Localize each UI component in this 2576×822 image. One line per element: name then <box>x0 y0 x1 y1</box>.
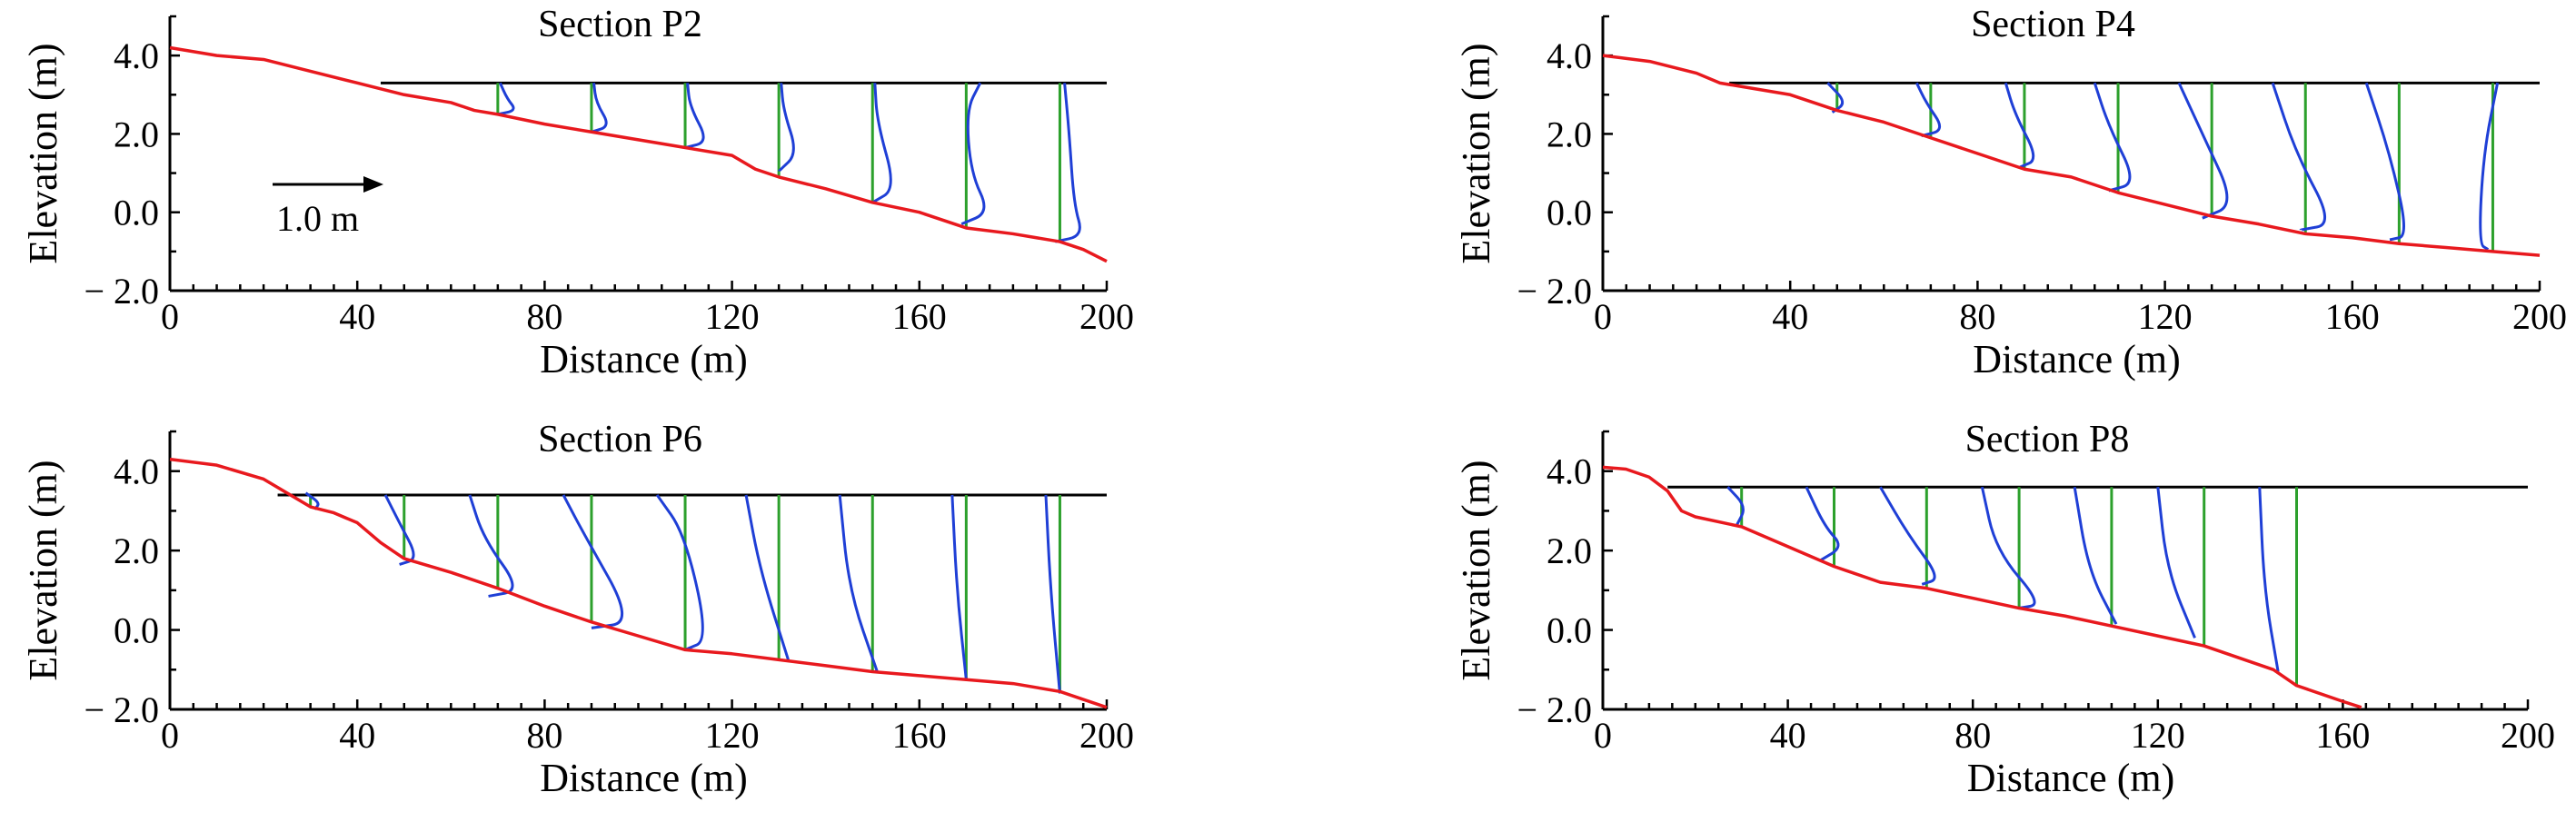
x-tick-label: 200 <box>2512 296 2567 337</box>
velocity-profile <box>1726 486 1745 526</box>
y-tick-label: 0.0 <box>114 610 159 651</box>
velocity-profile <box>1980 486 2036 610</box>
velocity-profile <box>2093 82 2132 193</box>
panel-title: Section P6 <box>538 419 702 461</box>
x-tick-label: 120 <box>2131 715 2185 756</box>
x-tick-label: 80 <box>526 296 562 337</box>
x-tick-label: 200 <box>2501 715 2555 756</box>
chart-panel-2: 0 40 80 120 160 200 − 2.0 0.0 2.0 4.0 Distance (m)… <box>1454 4 2567 381</box>
y-axis-title: Elevation (m) <box>1454 460 1498 680</box>
x-tick-label: 120 <box>705 715 760 756</box>
x-tick-label: 80 <box>526 715 562 756</box>
x-axis-title: Distance (m) <box>540 756 747 800</box>
x-tick-label: 120 <box>705 296 760 337</box>
y-tick-label: 2.0 <box>1547 114 1592 154</box>
velocity-profile <box>497 82 515 116</box>
y-tick-label: 2.0 <box>114 530 159 571</box>
velocity-profile <box>950 494 968 680</box>
y-tick-label: 0.0 <box>114 193 159 233</box>
y-tick-label: 2.0 <box>114 114 159 154</box>
panel-title: Section P4 <box>1971 4 2135 45</box>
y-tick-label: 4.0 <box>1547 451 1592 492</box>
velocity-profile <box>2004 82 2035 169</box>
x-tick-label: 0 <box>161 715 179 756</box>
y-tick-label: − 2.0 <box>1517 689 1592 730</box>
bed-profile-line <box>169 45 1108 263</box>
velocity-profile <box>2258 487 2280 673</box>
x-tick-label: 200 <box>1079 715 1134 756</box>
bed-profile-line <box>169 457 1108 709</box>
x-tick-label: 200 <box>1079 296 1134 337</box>
velocity-profile <box>838 494 879 672</box>
x-tick-label: 0 <box>1594 296 1612 337</box>
velocity-profile <box>2073 486 2118 625</box>
y-tick-label: 4.0 <box>114 35 159 76</box>
x-tick-label: 0 <box>1594 715 1612 756</box>
bed-profile-line <box>1602 465 2362 709</box>
x-tick-label: 40 <box>339 715 375 756</box>
y-tick-label: − 2.0 <box>1517 271 1592 312</box>
y-tick-label: 2.0 <box>1547 530 1592 571</box>
velocity-profile <box>1805 486 1840 562</box>
velocity-profile <box>1915 82 1942 138</box>
x-axis-title: Distance (m) <box>540 337 747 381</box>
velocity-profile <box>1044 494 1061 694</box>
velocity-profile <box>383 494 415 566</box>
x-tick-label: 160 <box>892 296 947 337</box>
chart-panel-4: 0 40 80 120 160 200 − 2.0 0.0 2.0 4.0 Distance (m)… <box>1454 419 2555 800</box>
y-tick-label: 0.0 <box>1547 610 1592 651</box>
velocity-profile <box>2177 82 2229 220</box>
velocity-profile <box>744 494 790 660</box>
velocity-profile <box>2271 82 2327 232</box>
velocity-profile <box>871 83 892 204</box>
y-tick-label: − 2.0 <box>84 689 159 730</box>
x-tick-label: 80 <box>1959 296 1995 337</box>
x-tick-label: 40 <box>339 296 375 337</box>
panel-title: Section P2 <box>538 4 702 45</box>
y-tick-label: 0.0 <box>1547 193 1592 233</box>
x-axis-title: Distance (m) <box>1967 756 2174 800</box>
x-tick-label: 160 <box>2325 296 2380 337</box>
x-tick-label: 160 <box>2315 715 2370 756</box>
scale-arrow-head <box>363 176 383 193</box>
x-tick-label: 120 <box>2138 296 2193 337</box>
velocity-profile <box>1879 486 1936 586</box>
velocity-profile <box>1826 82 1845 114</box>
velocity-profile <box>655 494 704 651</box>
y-tick-label: 4.0 <box>114 451 159 492</box>
bed-profile-line <box>1602 54 2541 257</box>
velocity-profile <box>960 82 986 226</box>
x-axis-title: Distance (m) <box>1973 337 2180 381</box>
velocity-profile <box>2364 82 2406 242</box>
velocity-profile <box>1054 83 1081 243</box>
chart-panel-1: 0 40 80 120 160 200 − 2.0 0.0 2.0 4.0 Distance (m)… <box>21 4 1134 381</box>
velocity-profile <box>468 494 514 598</box>
y-axis-title: Elevation (m) <box>1454 43 1498 263</box>
velocity-profile <box>684 83 705 149</box>
scale-label: 1.0 m <box>276 198 359 239</box>
chart-panel-3: 0 40 80 120 160 200 − 2.0 0.0 2.0 4.0 Distance (m)… <box>21 419 1134 800</box>
panel-title: Section P8 <box>1965 419 2130 461</box>
x-tick-label: 160 <box>892 715 947 756</box>
velocity-profile <box>591 83 608 134</box>
x-tick-label: 80 <box>1954 715 1991 756</box>
velocity-profile <box>778 83 795 173</box>
y-tick-label: 4.0 <box>1547 35 1592 76</box>
x-tick-label: 40 <box>1770 715 1806 756</box>
y-axis-title: Elevation (m) <box>21 460 65 680</box>
x-tick-label: 0 <box>161 296 179 337</box>
y-tick-label: − 2.0 <box>84 271 159 312</box>
velocity-profile <box>2156 487 2196 639</box>
y-axis-title: Elevation (m) <box>21 43 65 263</box>
x-tick-label: 40 <box>1772 296 1808 337</box>
velocity-profile <box>2479 83 2500 251</box>
